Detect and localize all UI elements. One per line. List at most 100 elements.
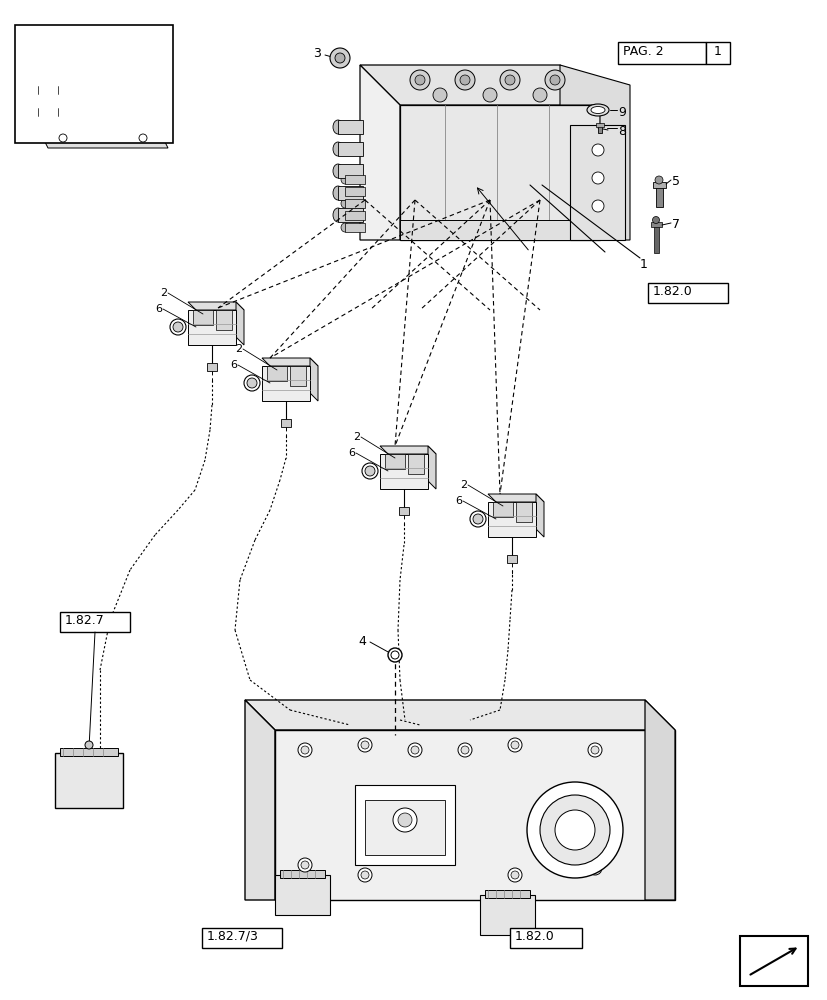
Bar (266, 366, 287, 381)
Text: 1.82.7: 1.82.7 (65, 614, 105, 627)
Circle shape (533, 88, 547, 102)
Polygon shape (245, 700, 674, 730)
Bar (739, 936, 807, 986)
Bar (337, 120, 362, 134)
Circle shape (433, 88, 447, 102)
Ellipse shape (155, 89, 171, 97)
Bar (60, 748, 118, 756)
Polygon shape (73, 56, 128, 68)
Circle shape (472, 514, 482, 524)
Circle shape (410, 746, 418, 754)
Bar (275, 875, 330, 915)
Ellipse shape (332, 186, 342, 200)
Text: 4: 4 (357, 635, 366, 648)
Bar (280, 419, 290, 427)
Circle shape (590, 746, 598, 754)
Bar (569, 125, 624, 240)
Ellipse shape (341, 223, 348, 232)
Bar (595, 123, 603, 127)
Bar (355, 785, 455, 865)
Ellipse shape (341, 211, 348, 220)
Circle shape (398, 813, 412, 827)
Polygon shape (428, 446, 436, 489)
Text: 6: 6 (347, 448, 355, 458)
Circle shape (414, 75, 424, 85)
Circle shape (173, 322, 183, 332)
Bar (399, 220, 600, 240)
Ellipse shape (155, 109, 171, 117)
Circle shape (455, 70, 475, 90)
Circle shape (388, 648, 402, 662)
Bar (365, 800, 444, 855)
Bar (345, 223, 365, 232)
Bar (399, 507, 409, 515)
Circle shape (357, 738, 371, 752)
Circle shape (590, 864, 598, 872)
Circle shape (335, 53, 345, 63)
Circle shape (652, 217, 658, 224)
Bar (345, 175, 365, 184)
Circle shape (301, 746, 308, 754)
Text: 1: 1 (639, 258, 647, 271)
Text: 1.82.0: 1.82.0 (653, 285, 692, 298)
Bar (648, 283, 727, 303)
Circle shape (591, 144, 603, 156)
Circle shape (393, 808, 417, 832)
Polygon shape (275, 730, 674, 900)
Bar (55, 753, 123, 808)
Polygon shape (644, 700, 674, 900)
Bar (492, 502, 513, 517)
Polygon shape (559, 65, 629, 240)
Text: 6: 6 (230, 360, 237, 370)
Circle shape (508, 868, 521, 882)
Bar (515, 502, 532, 522)
Bar (653, 225, 658, 253)
Circle shape (526, 782, 622, 878)
Bar (487, 502, 535, 537)
Circle shape (470, 511, 485, 527)
Circle shape (246, 378, 256, 388)
Bar (345, 211, 365, 220)
Text: 8: 8 (617, 125, 625, 138)
Circle shape (587, 861, 601, 875)
Text: 1.82.7/3: 1.82.7/3 (207, 930, 259, 943)
Circle shape (654, 176, 662, 184)
Bar (337, 142, 362, 156)
Circle shape (298, 743, 312, 757)
Bar (337, 186, 362, 200)
Circle shape (504, 75, 514, 85)
Bar (216, 310, 232, 330)
Ellipse shape (341, 199, 348, 208)
Bar (337, 208, 362, 222)
Polygon shape (245, 700, 275, 900)
Circle shape (361, 741, 369, 749)
Polygon shape (399, 105, 600, 240)
Circle shape (365, 466, 375, 476)
Circle shape (460, 75, 470, 85)
Bar (385, 454, 404, 469)
Ellipse shape (586, 104, 609, 116)
Circle shape (510, 741, 519, 749)
Circle shape (85, 741, 93, 749)
Circle shape (170, 319, 186, 335)
Ellipse shape (38, 81, 58, 91)
Bar (345, 187, 365, 196)
Bar (597, 125, 601, 133)
Text: 2: 2 (160, 288, 167, 298)
Circle shape (591, 200, 603, 212)
Text: PAG. 2: PAG. 2 (622, 45, 662, 58)
Bar (207, 363, 217, 371)
Ellipse shape (341, 175, 348, 184)
Polygon shape (188, 302, 244, 310)
Circle shape (244, 375, 260, 391)
Text: 6: 6 (155, 304, 162, 314)
Bar (202, 928, 282, 948)
Circle shape (510, 871, 519, 879)
Ellipse shape (332, 142, 342, 156)
Polygon shape (360, 65, 399, 240)
Circle shape (409, 70, 429, 90)
Bar (485, 890, 529, 898)
Bar (705, 42, 729, 64)
Ellipse shape (332, 164, 342, 178)
Bar (280, 870, 325, 878)
